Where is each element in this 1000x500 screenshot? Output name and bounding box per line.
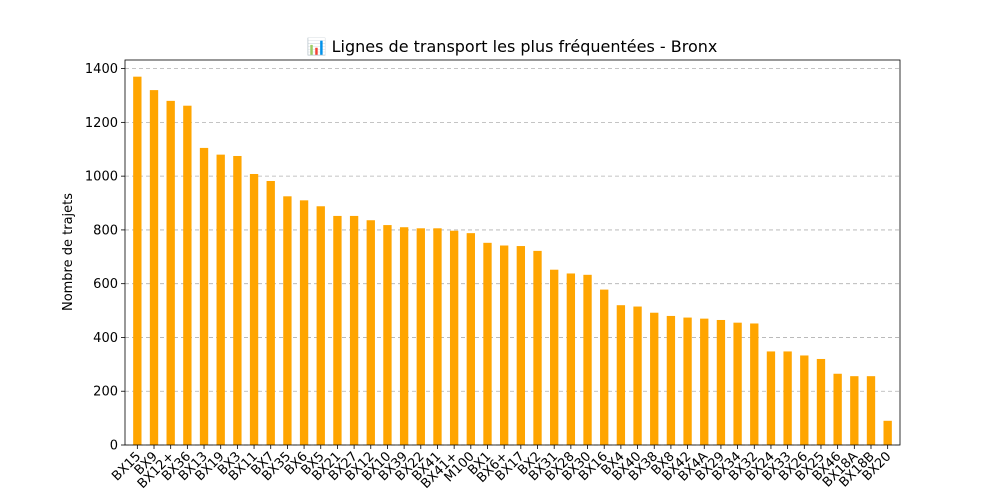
bar xyxy=(199,147,209,445)
bar xyxy=(800,355,809,445)
bar xyxy=(299,200,309,445)
bar xyxy=(249,173,259,445)
bar xyxy=(349,215,359,445)
bar xyxy=(516,246,526,445)
bar xyxy=(366,220,375,445)
bar xyxy=(283,196,292,445)
bar xyxy=(816,358,826,445)
bar xyxy=(766,351,776,445)
bar xyxy=(716,319,726,445)
y-tick-label: 200 xyxy=(93,385,118,400)
bar xyxy=(233,155,242,445)
y-axis-label: Nombre de trajets xyxy=(61,193,76,311)
bar xyxy=(550,269,559,445)
bar xyxy=(866,376,876,445)
bar xyxy=(783,351,792,445)
bar xyxy=(850,376,859,445)
bar xyxy=(750,323,759,445)
y-tick-label: 600 xyxy=(93,277,118,292)
bar xyxy=(666,315,676,445)
bar xyxy=(399,227,409,445)
chart-title: 📊 Lignes de transport les plus fréquenté… xyxy=(307,37,718,56)
bar xyxy=(166,100,175,446)
bar xyxy=(833,373,842,445)
bar xyxy=(183,105,192,445)
plot-frame xyxy=(124,59,901,446)
y-tick-label: 800 xyxy=(93,223,118,238)
axes xyxy=(124,59,901,446)
y-tick-label: 1400 xyxy=(85,62,118,77)
bar xyxy=(499,245,509,445)
bar xyxy=(633,306,642,445)
bar xyxy=(600,289,609,445)
bar xyxy=(616,305,626,445)
bar xyxy=(533,250,542,445)
bars xyxy=(133,76,892,446)
bar xyxy=(133,76,142,445)
bar xyxy=(466,233,475,445)
y-tick-label: 0 xyxy=(110,439,118,454)
bar xyxy=(149,90,159,446)
bar xyxy=(449,230,459,445)
bar xyxy=(433,228,442,445)
bar xyxy=(650,312,659,445)
bar xyxy=(216,154,225,445)
bar xyxy=(483,242,492,445)
bar xyxy=(883,420,892,445)
bar xyxy=(383,225,392,445)
bar xyxy=(316,206,325,445)
bar xyxy=(683,317,692,445)
y-tick-label: 400 xyxy=(93,331,118,346)
y-tick-label: 1000 xyxy=(85,170,118,185)
bar xyxy=(566,273,576,445)
bar xyxy=(733,322,742,445)
y-tick-label: 1200 xyxy=(85,116,118,131)
bar xyxy=(700,318,709,445)
y-ticks: 0 200 400 600 800 1000 1200 1400 xyxy=(85,62,125,454)
bar xyxy=(266,180,275,446)
bar xyxy=(416,228,425,445)
x-ticks: BX15BX9BX12+BX36BX13BX19BX3BX11BX7BX35BX… xyxy=(109,445,894,492)
bar xyxy=(583,274,592,445)
bar xyxy=(333,215,342,445)
